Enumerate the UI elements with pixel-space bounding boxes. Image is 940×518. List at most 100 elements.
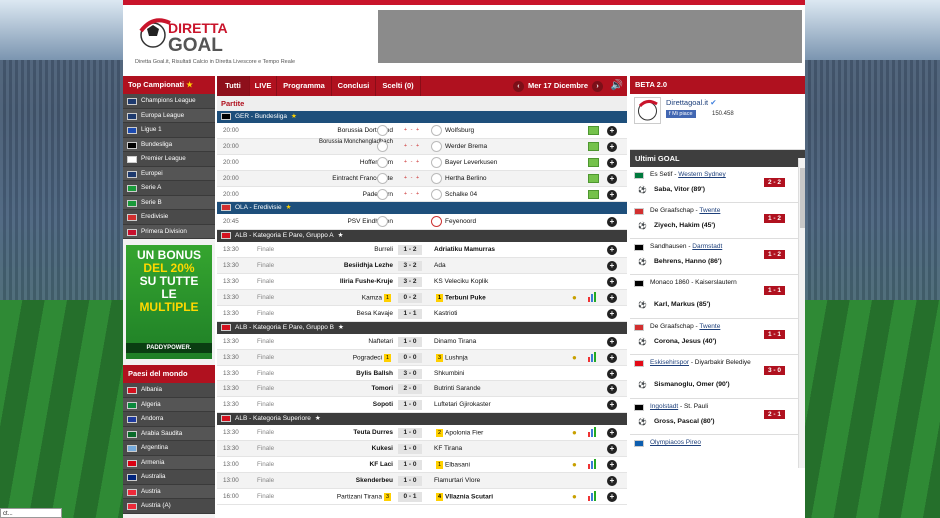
sidebar-item-champions-league[interactable]: Champions League: [123, 94, 215, 109]
goal-home-team[interactable]: De Graafschap: [650, 207, 694, 214]
stats-icon[interactable]: [588, 427, 598, 438]
expand-plus-icon[interactable]: +: [607, 189, 617, 200]
away-team[interactable]: Wolfsburg: [445, 127, 474, 134]
match-row[interactable]: 20:00 Hoffenheim + - + Bayer Leverkusen +: [217, 155, 627, 171]
expand-plus-icon[interactable]: +: [607, 460, 617, 471]
match-row[interactable]: 16:00 Finale Partizani Tirana 3 0 - 1 4 Vllazn…: [217, 489, 627, 505]
home-team[interactable]: Skenderbeu: [356, 477, 393, 484]
away-team[interactable]: Flamurtari Vlore: [434, 477, 480, 484]
fb-like-button[interactable]: f Mi piace: [666, 110, 696, 118]
match-row[interactable]: 13:30 Finale Burreli 1 - 2 Adriatiku Mamurra…: [217, 242, 627, 259]
expand-plus-icon[interactable]: +: [607, 277, 617, 288]
away-team[interactable]: KS Veleciku Koplik: [434, 278, 488, 285]
sidebar-item-premier-league[interactable]: Premier League: [123, 152, 215, 167]
sidebar-item-primera-division[interactable]: Primera Division: [123, 224, 215, 239]
home-team[interactable]: Teuta Durres: [353, 429, 393, 436]
match-row[interactable]: 20:00 Eintracht Francoforte + - + Hertha Be…: [217, 170, 627, 187]
site-logo[interactable]: DIRETTA GOAL: [138, 11, 260, 57]
goal-item[interactable]: De Graafschap - Twente ⚽ Ziyech, Hakim (45…: [630, 203, 805, 239]
goal-item[interactable]: De Graafschap - Twente ⚽ Corona, Jesus (40…: [630, 319, 805, 355]
home-team[interactable]: Sopoti: [373, 401, 393, 408]
home-team[interactable]: Naftetari: [368, 338, 393, 345]
home-team[interactable]: Tomori: [371, 385, 393, 392]
away-team[interactable]: Werder Brema: [445, 143, 487, 150]
away-team[interactable]: Hertha Berlino: [445, 175, 487, 182]
away-team[interactable]: 1 Elbasani: [434, 461, 470, 470]
away-team[interactable]: Bayer Leverkusen: [445, 159, 497, 166]
goal-item[interactable]: Olympiacos Pireo: [630, 435, 805, 467]
league-header[interactable]: OLA - Eredivisie ★: [217, 202, 627, 215]
sidebar-item-serie-b[interactable]: Serie B: [123, 195, 215, 210]
stats-icon[interactable]: [588, 351, 598, 362]
goal-away-team[interactable]: Twente: [699, 207, 721, 214]
stats-icon[interactable]: [588, 459, 598, 470]
goal-home-team[interactable]: Es Setif: [650, 171, 673, 178]
expand-plus-icon[interactable]: +: [607, 141, 617, 152]
goal-item[interactable]: Eskisehirspor - Diyarbakir Belediye ⚽ Sism…: [630, 355, 805, 399]
away-team[interactable]: Ada: [434, 262, 446, 269]
country-item-argentina[interactable]: Argentina: [123, 441, 215, 456]
tv-icon[interactable]: [588, 141, 599, 151]
goal-away-team[interactable]: St. Pauli: [683, 403, 709, 410]
star-icon[interactable]: ★: [338, 323, 344, 331]
goal-home-team[interactable]: Olympiacos Pireo: [650, 439, 701, 446]
goal-away-team[interactable]: Twente: [699, 323, 721, 330]
tab-programma[interactable]: Programma: [277, 76, 332, 96]
home-team[interactable]: Iliria Fushe-Kruje: [340, 278, 393, 285]
league-header[interactable]: ALB - Kategoria Superiore ★: [217, 413, 627, 426]
league-header[interactable]: GER - Bundesliga ★: [217, 111, 627, 123]
country-item-austria[interactable]: Austria: [123, 484, 215, 499]
match-row[interactable]: 13:30 Finale Bylis Ballsh 3 - 0 Shkumbini +: [217, 366, 627, 382]
away-team[interactable]: Dinamo Tirana: [434, 338, 476, 345]
match-row[interactable]: 13:30 Finale Besa Kavaje 1 - 1 Kastrioti +: [217, 306, 627, 322]
match-row[interactable]: 13:30 Finale Besiidhja Lezhe 3 - 2 Ada +: [217, 258, 627, 275]
country-item-arabia-saudita[interactable]: Arabia Saudita: [123, 426, 215, 441]
expand-plus-icon[interactable]: +: [607, 126, 617, 136]
match-row[interactable]: 13:30 Finale Sopoti 1 - 0 Luftetari Gjirokas…: [217, 397, 627, 414]
match-row[interactable]: 13:30 Finale Teuta Durres 1 - 0 2 Apolonia Fi…: [217, 425, 627, 442]
tab-tutti[interactable]: Tutti: [217, 76, 250, 96]
away-team[interactable]: Feyenoord: [445, 218, 476, 225]
page-name[interactable]: Direttagoal.it ✔: [666, 98, 717, 107]
home-team[interactable]: Pogradeci 1: [353, 353, 393, 362]
home-team[interactable]: Besiidhja Lezhe: [344, 262, 393, 269]
away-team[interactable]: 1 Terbuni Puke: [434, 294, 486, 303]
expand-plus-icon[interactable]: +: [607, 173, 617, 184]
match-row[interactable]: 13:30 Finale Pogradeci 1 0 - 0 3 Lushnja ● +: [217, 349, 627, 366]
goal-away-team[interactable]: Diyarbakir Belediye: [694, 359, 751, 366]
expand-plus-icon[interactable]: +: [607, 475, 617, 486]
home-team[interactable]: Eintracht Francoforte: [332, 175, 393, 182]
expand-plus-icon[interactable]: +: [607, 368, 617, 379]
home-team[interactable]: KF Laci: [370, 461, 393, 468]
home-team[interactable]: Besa Kavaje: [357, 310, 394, 317]
goal-home-team[interactable]: Sandhausen: [650, 243, 687, 250]
match-row[interactable]: 13:30 Finale Kukesi 1 - 0 KF Tirana +: [217, 441, 627, 458]
goal-item[interactable]: Es Setif - Western Sydney ⚽ Saba, Vitor (8…: [630, 167, 805, 203]
tv-icon[interactable]: [588, 126, 599, 135]
expand-plus-icon[interactable]: +: [607, 444, 617, 455]
goal-home-team[interactable]: De Graafschap: [650, 323, 694, 330]
tab-conclusi[interactable]: Conclusi: [332, 76, 376, 96]
home-team[interactable]: Hoffenheim: [360, 159, 393, 166]
goal-home-team[interactable]: Eskisehirspor: [650, 359, 690, 366]
expand-plus-icon[interactable]: +: [607, 428, 617, 439]
sidebar-item-ligue-1[interactable]: Ligue 1: [123, 123, 215, 138]
country-item-albania[interactable]: Albania: [123, 383, 215, 398]
home-team[interactable]: Borussia Dortmund: [337, 127, 393, 134]
match-row[interactable]: 13:30 Finale Tomori 2 - 0 Butrinti Sarande +: [217, 381, 627, 398]
tab-live[interactable]: LIVE: [250, 76, 277, 96]
expand-plus-icon[interactable]: +: [607, 261, 617, 272]
page-avatar[interactable]: [634, 97, 661, 124]
expand-plus-icon[interactable]: +: [607, 308, 617, 319]
goals-scrollbar[interactable]: [798, 158, 805, 468]
country-item-austria-a-[interactable]: Austria (A): [123, 499, 215, 514]
expand-plus-icon[interactable]: +: [607, 157, 617, 168]
league-header[interactable]: ALB - Kategoria E Pare, Gruppo B ★: [217, 321, 627, 334]
goal-item[interactable]: Sandhausen - Darmstadt ⚽ Behrens, Hanno (8…: [630, 239, 805, 275]
country-item-armenia[interactable]: Armenia: [123, 455, 215, 470]
expand-plus-icon[interactable]: +: [607, 491, 617, 502]
goal-item[interactable]: Monaco 1860 - Kaiserslautern ⚽ Karl, Marku…: [630, 275, 805, 319]
home-team[interactable]: Kukesi: [372, 445, 393, 452]
expand-plus-icon[interactable]: +: [607, 336, 617, 347]
prev-day-button[interactable]: ‹: [512, 80, 524, 92]
